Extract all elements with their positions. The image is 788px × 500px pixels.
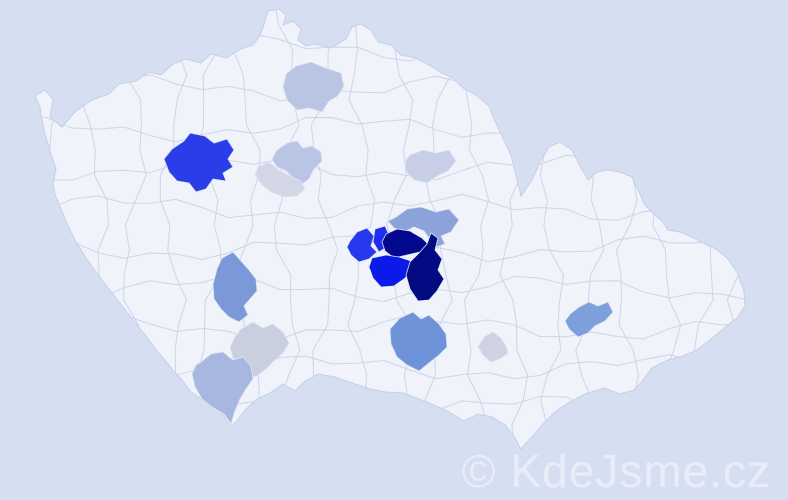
district-region-north-gray-blue[interactable]	[282, 61, 345, 113]
district-region-southeast-small-gray[interactable]	[477, 331, 509, 363]
district-region-cluster-navy-lower[interactable]	[405, 232, 445, 302]
district-region-center-north-lavender[interactable]	[271, 140, 323, 186]
district-region-southwest-cornflower[interactable]	[212, 251, 258, 323]
district-region-east-north-gray[interactable]	[404, 149, 457, 184]
district-region-below-cluster-cornflower[interactable]	[389, 311, 448, 372]
watermark: © KdeJsme.cz	[462, 445, 771, 497]
district-region-cluster-blue-lower[interactable]	[368, 254, 413, 288]
district-region-west-bright-blue[interactable]	[163, 132, 235, 193]
district-region-cluster-left-blue[interactable]	[346, 227, 378, 263]
district-region-south-lavender[interactable]	[191, 351, 254, 425]
district-region-center-west-gray[interactable]	[254, 161, 306, 198]
district-region-east-cornflower[interactable]	[564, 301, 614, 338]
